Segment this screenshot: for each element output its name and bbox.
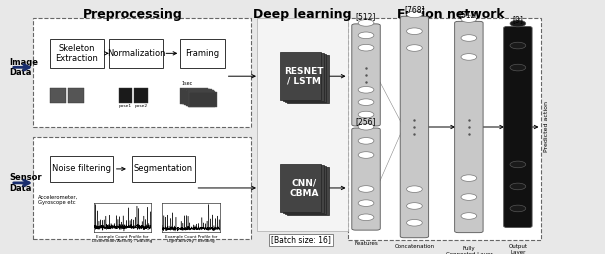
FancyBboxPatch shape	[283, 165, 324, 213]
Text: Predicted action: Predicted action	[544, 102, 549, 152]
Circle shape	[358, 32, 374, 39]
Circle shape	[461, 194, 477, 200]
FancyBboxPatch shape	[188, 91, 215, 107]
Text: [Batch size: 16]: [Batch size: 16]	[271, 235, 330, 245]
Circle shape	[407, 219, 422, 226]
FancyBboxPatch shape	[180, 39, 226, 68]
FancyBboxPatch shape	[280, 164, 321, 212]
Text: Sensor
Data: Sensor Data	[9, 173, 42, 193]
Circle shape	[358, 44, 374, 51]
Circle shape	[407, 28, 422, 35]
FancyBboxPatch shape	[257, 18, 348, 231]
Circle shape	[461, 175, 477, 181]
FancyBboxPatch shape	[180, 88, 208, 104]
Text: Fusion network: Fusion network	[397, 8, 505, 21]
Circle shape	[407, 186, 422, 193]
Text: Segmentation: Segmentation	[134, 164, 193, 173]
FancyBboxPatch shape	[134, 88, 148, 103]
FancyBboxPatch shape	[280, 52, 321, 100]
Text: Deep learning: Deep learning	[253, 8, 352, 21]
FancyBboxPatch shape	[33, 18, 251, 127]
Text: Fully
Connected Layer: Fully Connected Layer	[445, 246, 492, 254]
Circle shape	[461, 213, 477, 219]
Circle shape	[510, 161, 526, 168]
Text: [512]: [512]	[356, 13, 376, 22]
Text: Preprocessing: Preprocessing	[83, 8, 183, 21]
Text: Features: Features	[354, 241, 378, 246]
Text: pose1: pose1	[119, 104, 132, 108]
FancyBboxPatch shape	[455, 21, 483, 233]
Circle shape	[358, 200, 374, 207]
Text: Image
Data: Image Data	[9, 58, 38, 77]
Circle shape	[358, 138, 374, 144]
Text: pose2: pose2	[134, 104, 148, 108]
Text: [9]: [9]	[512, 15, 523, 24]
Text: RESNET
/ LSTM: RESNET / LSTM	[284, 67, 324, 86]
Text: Normalization: Normalization	[107, 49, 165, 58]
Text: [256]: [256]	[356, 117, 376, 126]
Circle shape	[358, 20, 374, 26]
FancyBboxPatch shape	[119, 88, 132, 103]
Circle shape	[358, 186, 374, 192]
Circle shape	[510, 205, 526, 212]
Circle shape	[461, 54, 477, 60]
FancyBboxPatch shape	[68, 88, 84, 103]
FancyBboxPatch shape	[401, 16, 429, 238]
Text: Output
Layer: Output Layer	[508, 244, 528, 254]
FancyBboxPatch shape	[50, 39, 104, 68]
Circle shape	[407, 45, 422, 51]
Circle shape	[510, 20, 526, 27]
FancyBboxPatch shape	[109, 39, 163, 68]
FancyBboxPatch shape	[184, 89, 212, 105]
Circle shape	[461, 35, 477, 41]
Text: [768]: [768]	[404, 5, 425, 14]
FancyBboxPatch shape	[287, 55, 329, 103]
FancyBboxPatch shape	[287, 167, 329, 215]
Circle shape	[358, 111, 374, 118]
FancyBboxPatch shape	[285, 54, 326, 102]
Text: Concatenation: Concatenation	[394, 244, 434, 249]
FancyBboxPatch shape	[503, 26, 532, 228]
Circle shape	[358, 152, 374, 158]
Circle shape	[510, 42, 526, 49]
Text: Framing: Framing	[186, 49, 220, 58]
Circle shape	[510, 183, 526, 190]
FancyBboxPatch shape	[352, 24, 381, 126]
FancyBboxPatch shape	[352, 128, 381, 230]
Text: Accelerometer,
Gyroscope etc: Accelerometer, Gyroscope etc	[38, 194, 79, 205]
FancyBboxPatch shape	[182, 89, 210, 104]
Circle shape	[461, 16, 477, 22]
FancyBboxPatch shape	[186, 90, 214, 106]
Text: Skeleton
Extraction: Skeleton Extraction	[56, 44, 98, 63]
Text: Noise filtering: Noise filtering	[52, 164, 111, 173]
FancyBboxPatch shape	[50, 88, 66, 103]
Text: 1sec: 1sec	[182, 81, 193, 86]
Text: Example Count Profile for
Light Activity : bending: Example Count Profile for Light Activity…	[165, 235, 217, 243]
Text: CNN/
CBMA: CNN/ CBMA	[290, 178, 319, 198]
Text: [512]: [512]	[459, 10, 479, 19]
Circle shape	[358, 123, 374, 130]
Circle shape	[510, 64, 526, 71]
FancyBboxPatch shape	[132, 155, 195, 182]
FancyBboxPatch shape	[189, 92, 217, 107]
Text: Example Count Profile for
Locomotion Activity : walking: Example Count Profile for Locomotion Act…	[93, 235, 152, 243]
Circle shape	[358, 214, 374, 220]
FancyBboxPatch shape	[50, 155, 114, 182]
FancyBboxPatch shape	[33, 137, 251, 239]
Circle shape	[358, 87, 374, 93]
Circle shape	[407, 203, 422, 209]
Circle shape	[407, 11, 422, 18]
FancyBboxPatch shape	[285, 166, 326, 214]
Circle shape	[358, 99, 374, 105]
FancyBboxPatch shape	[283, 53, 324, 101]
FancyBboxPatch shape	[348, 18, 541, 240]
